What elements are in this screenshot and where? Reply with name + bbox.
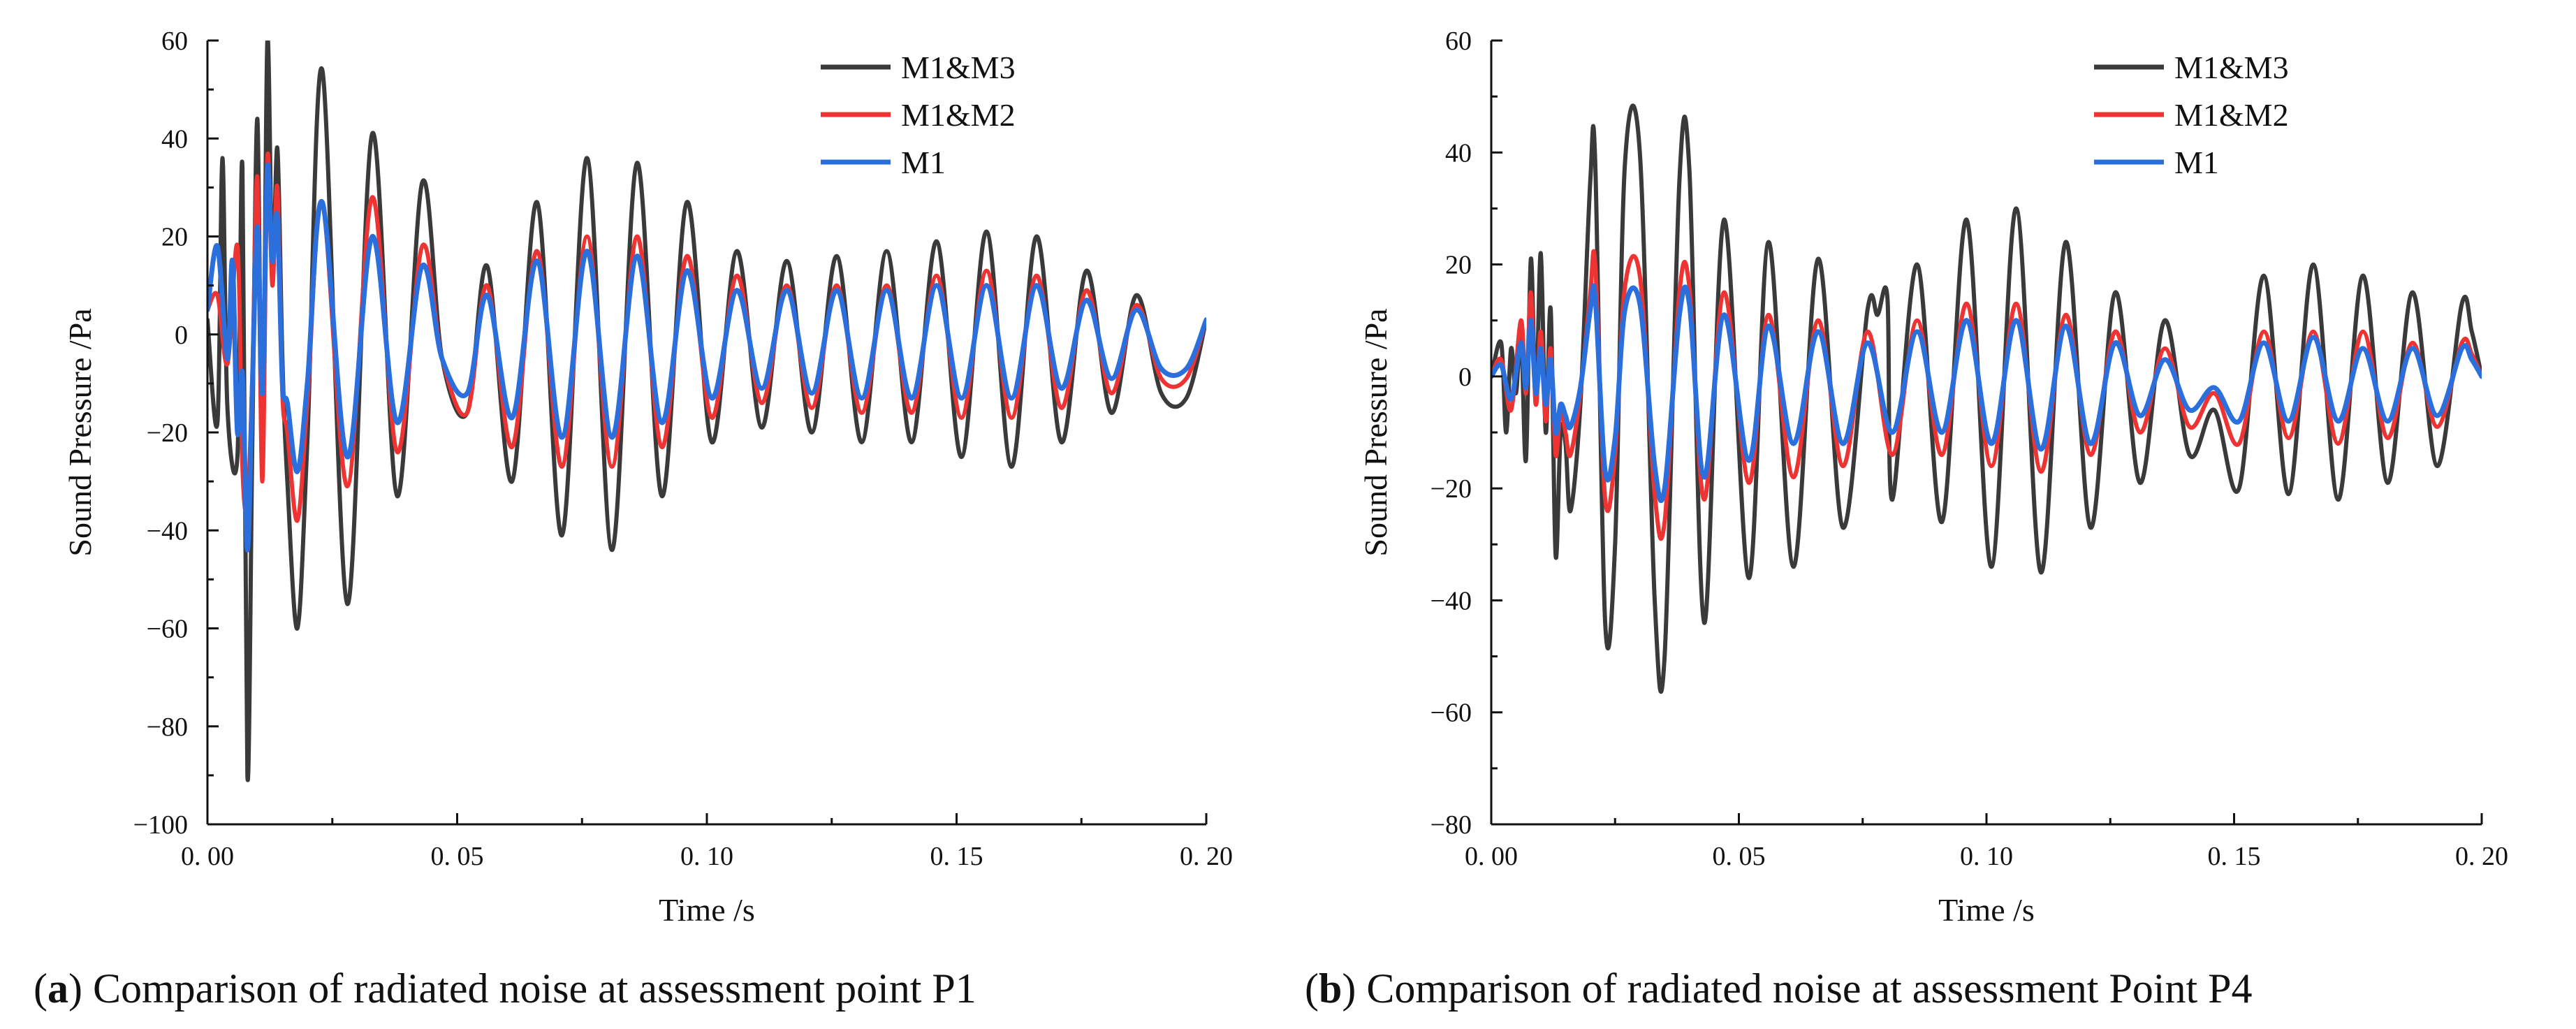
y-tick-label-b: −20 — [1430, 474, 1472, 504]
y-tick-label-b: 20 — [1445, 251, 1472, 280]
x-tick-label-a: 0. 10 — [680, 842, 733, 871]
caption-a-label: a — [47, 965, 68, 1012]
x-axis-title-b: Time /s — [1938, 892, 2035, 928]
y-tick-label-b: 0 — [1458, 363, 1472, 392]
series-line-b-m1 — [1491, 283, 2482, 504]
caption-b-text: Comparison of radiated noise at assessme… — [1356, 965, 2252, 1012]
x-tick-label-b: 0. 05 — [1713, 842, 1766, 871]
series-line-a-m1 — [207, 162, 1206, 553]
y-tick-label-a: 20 — [161, 223, 188, 252]
y-tick-label-b: 60 — [1445, 27, 1472, 56]
y-axis-title-a: Sound Pressure /Pa — [62, 308, 98, 556]
y-tick-label-a: 0 — [175, 321, 188, 350]
y-tick-label-a: −60 — [147, 615, 188, 644]
x-tick-label-b: 0. 10 — [1960, 842, 2013, 871]
y-tick-label-a: −40 — [147, 516, 188, 546]
y-tick-label-b: −60 — [1430, 699, 1472, 728]
x-tick-label-a: 0. 20 — [1180, 842, 1233, 871]
y-tick-label-a: −20 — [147, 418, 188, 448]
x-tick-label-a: 0. 00 — [181, 842, 234, 871]
y-tick-label-b: 40 — [1445, 138, 1472, 168]
legend-label-a: M1&M2 — [901, 97, 1016, 133]
legend-label-a: M1&M3 — [901, 50, 1016, 85]
x-tick-label-b: 0. 20 — [2455, 842, 2508, 871]
caption-a-text: Comparison of radiated noise at assessme… — [82, 965, 976, 1012]
y-tick-label-a: 60 — [161, 27, 188, 56]
panel-a: 0. 00 0. 05 0. 10 0. 15 0. 20 60 40 20 0 −20 −40 −6… — [62, 27, 1233, 928]
legend-label-b: M1&M2 — [2174, 97, 2289, 133]
caption-a: (a) Comparison of radiated noise at asse… — [34, 965, 976, 1012]
y-axis-title-b: Sound Pressure /Pa — [1358, 308, 1393, 556]
caption-b: (b) Comparison of radiated noise at asse… — [1305, 965, 2253, 1012]
x-tick-label-a: 0. 15 — [930, 842, 983, 871]
y-tick-label-a: −100 — [133, 810, 188, 840]
y-tick-label-a: −80 — [147, 713, 188, 742]
legend-label-a: M1 — [901, 145, 946, 180]
legend-label-b: M1 — [2174, 145, 2219, 180]
x-axis-title-a: Time /s — [659, 892, 755, 928]
series-line-a-m1-m3 — [207, 41, 1206, 782]
x-tick-label-b: 0. 15 — [2208, 842, 2261, 871]
y-tick-label-a: 40 — [161, 124, 188, 154]
x-tick-label-b: 0. 00 — [1465, 842, 1518, 871]
x-tick-label-a: 0. 05 — [431, 842, 484, 871]
panel-b: 0. 00 0. 05 0. 10 0. 15 0. 20 60 40 20 0 −20 −40 −6… — [1358, 27, 2508, 928]
legend-label-b: M1&M3 — [2174, 50, 2289, 85]
series-line-b-m1-m3 — [1491, 103, 2482, 694]
y-tick-label-b: −40 — [1430, 586, 1472, 615]
caption-b-label: b — [1319, 965, 1342, 1012]
y-tick-label-b: −80 — [1430, 810, 1472, 840]
